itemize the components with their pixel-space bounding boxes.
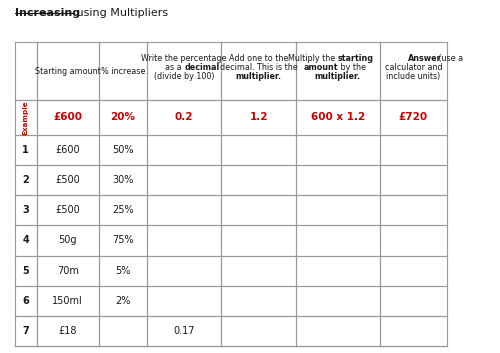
Text: 0.2: 0.2 <box>175 113 194 122</box>
Text: calculator and: calculator and <box>384 63 442 72</box>
Text: Starting amount: Starting amount <box>35 67 100 76</box>
Text: 50g: 50g <box>58 235 77 245</box>
Text: 600 x 1.2: 600 x 1.2 <box>310 113 365 122</box>
Text: by the: by the <box>338 63 366 72</box>
Text: include units): include units) <box>386 72 440 81</box>
Text: 0.17: 0.17 <box>174 326 195 336</box>
Text: £720: £720 <box>399 113 428 122</box>
Text: £500: £500 <box>56 175 80 185</box>
Text: multiplier.: multiplier. <box>315 72 361 81</box>
Text: £600: £600 <box>54 113 82 122</box>
Text: amount: amount <box>304 63 338 72</box>
Text: 6: 6 <box>22 296 29 306</box>
Text: 70m: 70m <box>57 265 78 276</box>
Text: 1: 1 <box>22 145 29 155</box>
Text: 1.2: 1.2 <box>250 113 268 122</box>
Text: decimal. This is the: decimal. This is the <box>220 63 298 72</box>
Text: 2: 2 <box>22 175 29 185</box>
Text: using Multipliers: using Multipliers <box>73 8 168 18</box>
Text: Answer: Answer <box>408 54 442 63</box>
Text: 20%: 20% <box>110 113 136 122</box>
Text: % increase: % increase <box>101 67 145 76</box>
Text: Multiply the: Multiply the <box>288 54 338 63</box>
Text: Write the percentage: Write the percentage <box>142 54 227 63</box>
Text: starting: starting <box>338 54 374 63</box>
Text: Increasing: Increasing <box>15 8 80 18</box>
Text: multiplier.: multiplier. <box>236 72 282 81</box>
Text: Example: Example <box>23 100 29 135</box>
Text: £600: £600 <box>56 145 80 155</box>
Text: £18: £18 <box>58 326 77 336</box>
Text: 3: 3 <box>22 205 29 215</box>
Text: 150ml: 150ml <box>52 296 83 306</box>
Text: 2%: 2% <box>116 296 130 306</box>
Text: £500: £500 <box>56 205 80 215</box>
Text: 4: 4 <box>22 235 29 245</box>
Text: 75%: 75% <box>112 235 134 245</box>
Text: 25%: 25% <box>112 205 134 215</box>
Text: as a: as a <box>165 63 184 72</box>
Text: (divide by 100): (divide by 100) <box>154 72 214 81</box>
Text: (use a: (use a <box>436 54 463 63</box>
Text: Add one to the: Add one to the <box>229 54 288 63</box>
Text: 5%: 5% <box>116 265 130 276</box>
Text: decimal: decimal <box>184 63 220 72</box>
Text: 5: 5 <box>22 265 29 276</box>
Text: 7: 7 <box>22 326 29 336</box>
Text: 30%: 30% <box>112 175 134 185</box>
Text: 50%: 50% <box>112 145 134 155</box>
